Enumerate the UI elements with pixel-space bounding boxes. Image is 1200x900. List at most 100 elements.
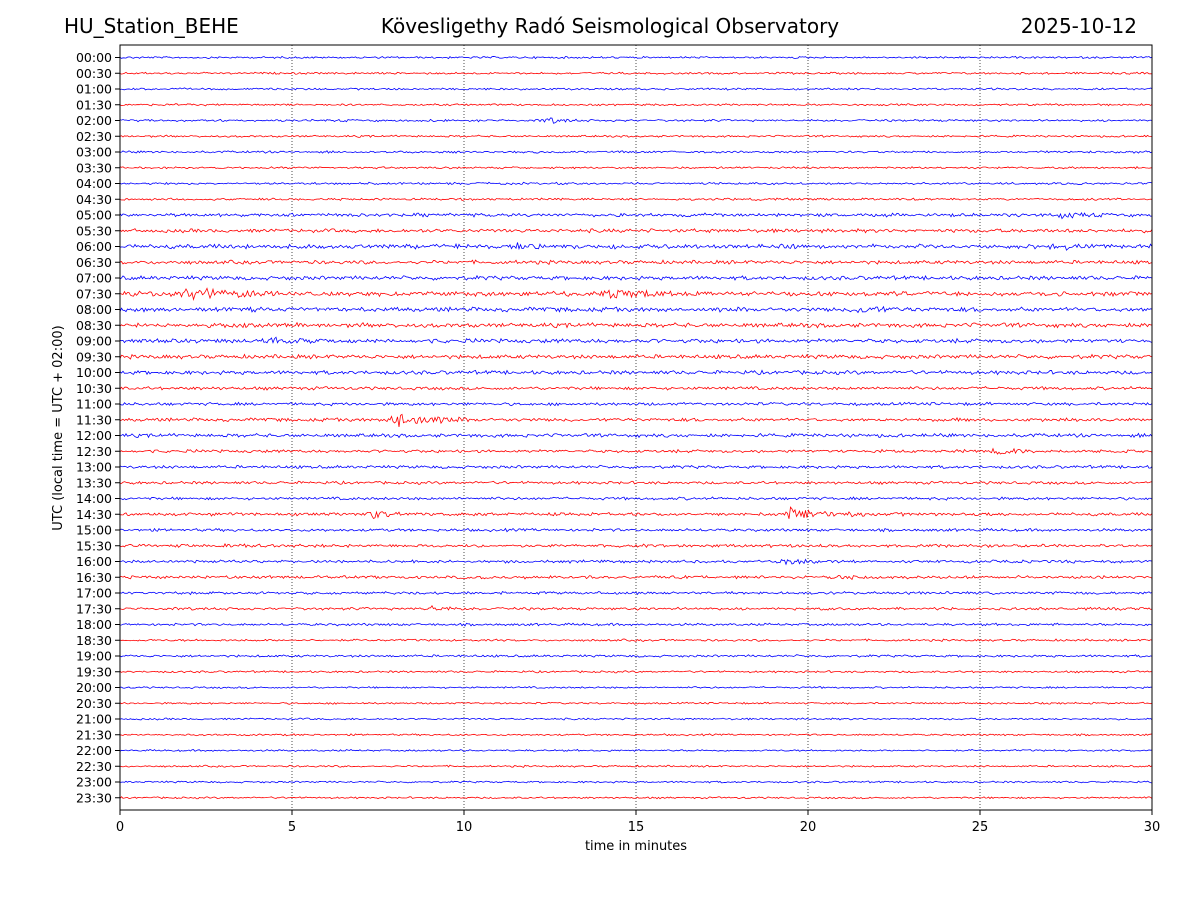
trace-02:00 [119, 117, 1153, 124]
y-tick-label-08:30: 08:30 [76, 318, 112, 333]
trace-21:30 [119, 733, 1153, 737]
y-tick-label-12:00: 12:00 [76, 428, 112, 443]
x-axis-label: time in minutes [585, 839, 687, 854]
trace-10:00 [119, 369, 1153, 376]
y-tick-label-07:30: 07:30 [76, 286, 112, 301]
trace-12:30 [119, 447, 1153, 455]
y-tick-label-23:00: 23:00 [76, 775, 112, 790]
y-tick-label-11:00: 11:00 [76, 397, 112, 412]
trace-18:30 [119, 638, 1153, 643]
y-tick-label-22:00: 22:00 [76, 743, 112, 758]
y-tick-label-04:00: 04:00 [76, 176, 112, 191]
trace-23:00 [119, 780, 1153, 784]
y-tick-label-14:30: 14:30 [76, 507, 112, 522]
y-tick-label-18:30: 18:30 [76, 633, 112, 648]
y-tick-label-09:30: 09:30 [76, 349, 112, 364]
y-tick-label-10:30: 10:30 [76, 381, 112, 396]
y-tick-label-15:30: 15:30 [76, 538, 112, 553]
y-tick-label-19:00: 19:00 [76, 649, 112, 664]
y-tick-label-06:30: 06:30 [76, 255, 112, 270]
trace-10:30 [119, 385, 1153, 391]
trace-21:00 [119, 717, 1153, 721]
y-tick-label-20:00: 20:00 [76, 680, 112, 695]
trace-07:30 [119, 287, 1153, 302]
trace-06:00 [119, 242, 1153, 251]
trace-17:00 [119, 590, 1153, 596]
y-tick-label-02:00: 02:00 [76, 113, 112, 128]
trace-00:00 [119, 55, 1153, 60]
trace-09:00 [119, 336, 1153, 344]
x-tick-label-10: 10 [456, 820, 473, 835]
trace-19:00 [119, 654, 1153, 658]
y-tick-label-14:00: 14:00 [76, 491, 112, 506]
y-tick-label-21:30: 21:30 [76, 727, 112, 742]
y-tick-label-05:30: 05:30 [76, 223, 112, 238]
chart-title: Kövesligethy Radó Seismological Observat… [380, 14, 840, 38]
trace-04:30 [119, 197, 1153, 201]
trace-05:00 [119, 211, 1153, 220]
y-tick-label-11:30: 11:30 [76, 412, 112, 427]
y-tick-label-18:00: 18:00 [76, 617, 112, 632]
trace-08:00 [119, 305, 1153, 314]
x-tick-label-5: 5 [288, 820, 296, 835]
y-tick-label-03:30: 03:30 [76, 160, 112, 175]
trace-13:30 [119, 480, 1153, 485]
trace-18:00 [119, 622, 1153, 627]
trace-22:30 [119, 764, 1153, 768]
plot-frame [119, 44, 1153, 811]
y-tick-label-03:00: 03:00 [76, 145, 112, 160]
trace-16:30 [119, 574, 1153, 581]
trace-02:30 [119, 134, 1153, 138]
y-tick-label-16:30: 16:30 [76, 570, 112, 585]
y-tick-label-22:30: 22:30 [76, 759, 112, 774]
y-tick-label-02:30: 02:30 [76, 129, 112, 144]
y-tick-label-06:00: 06:00 [76, 239, 112, 254]
y-tick-label-13:30: 13:30 [76, 475, 112, 490]
y-tick-label-05:00: 05:00 [76, 208, 112, 223]
trace-13:00 [119, 464, 1153, 470]
chart-date: 2025-10-12 [1020, 14, 1137, 38]
trace-00:30 [119, 71, 1152, 75]
y-tick-label-08:00: 08:00 [76, 302, 112, 317]
trace-16:00 [119, 558, 1153, 566]
y-axis-label: UTC (local time = UTC + 02:00) [51, 325, 66, 530]
x-tick-label-30: 30 [1144, 820, 1161, 835]
y-tick-label-19:30: 19:30 [76, 664, 112, 679]
y-tick-label-21:00: 21:00 [76, 712, 112, 727]
trace-08:30 [119, 321, 1153, 329]
trace-04:00 [119, 181, 1153, 186]
trace-01:30 [119, 103, 1153, 107]
y-tick-label-00:30: 00:30 [76, 66, 112, 81]
trace-07:00 [119, 274, 1153, 281]
y-tick-label-15:00: 15:00 [76, 523, 112, 538]
x-tick-label-15: 15 [628, 820, 645, 835]
trace-20:00 [119, 685, 1153, 690]
trace-14:00 [119, 496, 1153, 501]
trace-09:30 [119, 353, 1153, 360]
trace-11:00 [119, 401, 1153, 407]
trace-23:30 [119, 796, 1153, 800]
trace-14:30 [119, 506, 1153, 519]
y-tick-label-17:00: 17:00 [76, 586, 112, 601]
trace-22:00 [119, 748, 1153, 752]
station-name: HU_Station_BEHE [64, 14, 239, 38]
y-tick-label-13:00: 13:00 [76, 460, 112, 475]
x-tick-label-20: 20 [800, 820, 817, 835]
trace-05:30 [119, 227, 1153, 234]
y-tick-label-23:30: 23:30 [76, 790, 112, 805]
x-tick-label-25: 25 [972, 820, 989, 835]
trace-20:30 [119, 701, 1153, 705]
y-tick-label-04:30: 04:30 [76, 192, 112, 207]
y-tick-label-01:30: 01:30 [76, 97, 112, 112]
y-tick-label-20:30: 20:30 [76, 696, 112, 711]
y-tick-label-01:00: 01:00 [76, 82, 112, 97]
trace-12:00 [119, 432, 1153, 439]
trace-19:30 [119, 670, 1153, 674]
trace-15:30 [119, 543, 1153, 549]
trace-03:30 [119, 166, 1153, 170]
y-axis: 00:0000:3001:0001:3002:0002:3003:0003:30… [76, 50, 120, 805]
x-axis: 0 5 10 15 20 25 30 [116, 810, 1160, 835]
trace-01:00 [119, 87, 1153, 91]
y-tick-label-12:30: 12:30 [76, 444, 112, 459]
